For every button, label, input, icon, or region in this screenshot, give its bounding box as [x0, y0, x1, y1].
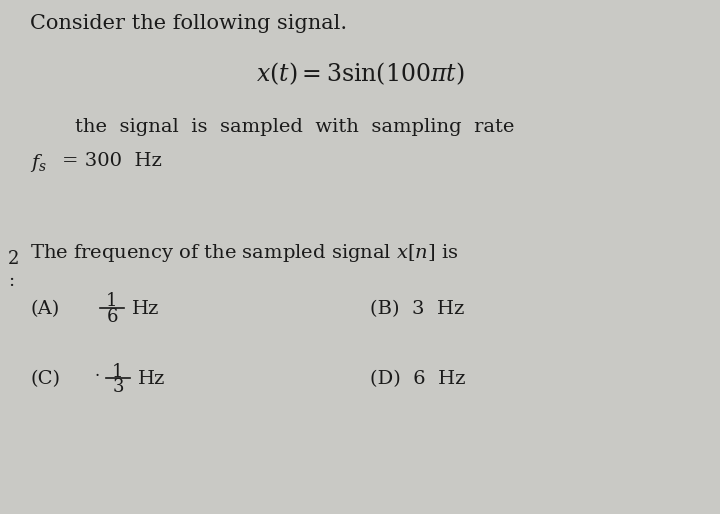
Text: (A): (A): [30, 300, 59, 318]
Text: 1: 1: [107, 292, 118, 310]
Text: Consider the following signal.: Consider the following signal.: [30, 14, 347, 33]
Text: The frequency of the sampled signal $x[n]$ is: The frequency of the sampled signal $x[n…: [30, 242, 459, 264]
Text: (C): (C): [30, 370, 60, 388]
Text: (B)  3  Hz: (B) 3 Hz: [370, 300, 464, 318]
Text: = 300  Hz: = 300 Hz: [62, 152, 162, 170]
Text: $x(t) = 3\sin(100\pi t)$: $x(t) = 3\sin(100\pi t)$: [256, 60, 464, 86]
Text: Hz: Hz: [138, 370, 166, 388]
Text: 1: 1: [112, 363, 124, 381]
Text: Hz: Hz: [132, 300, 159, 318]
Text: ·: ·: [95, 368, 100, 385]
Text: 6: 6: [107, 308, 118, 326]
Text: :: :: [8, 272, 14, 290]
Text: the  signal  is  sampled  with  sampling  rate: the signal is sampled with sampling rate: [75, 118, 514, 136]
Text: $f_s$: $f_s$: [30, 152, 47, 174]
Text: (D)  6  Hz: (D) 6 Hz: [370, 370, 466, 388]
Text: 2: 2: [8, 250, 19, 268]
Text: 3: 3: [112, 378, 124, 396]
